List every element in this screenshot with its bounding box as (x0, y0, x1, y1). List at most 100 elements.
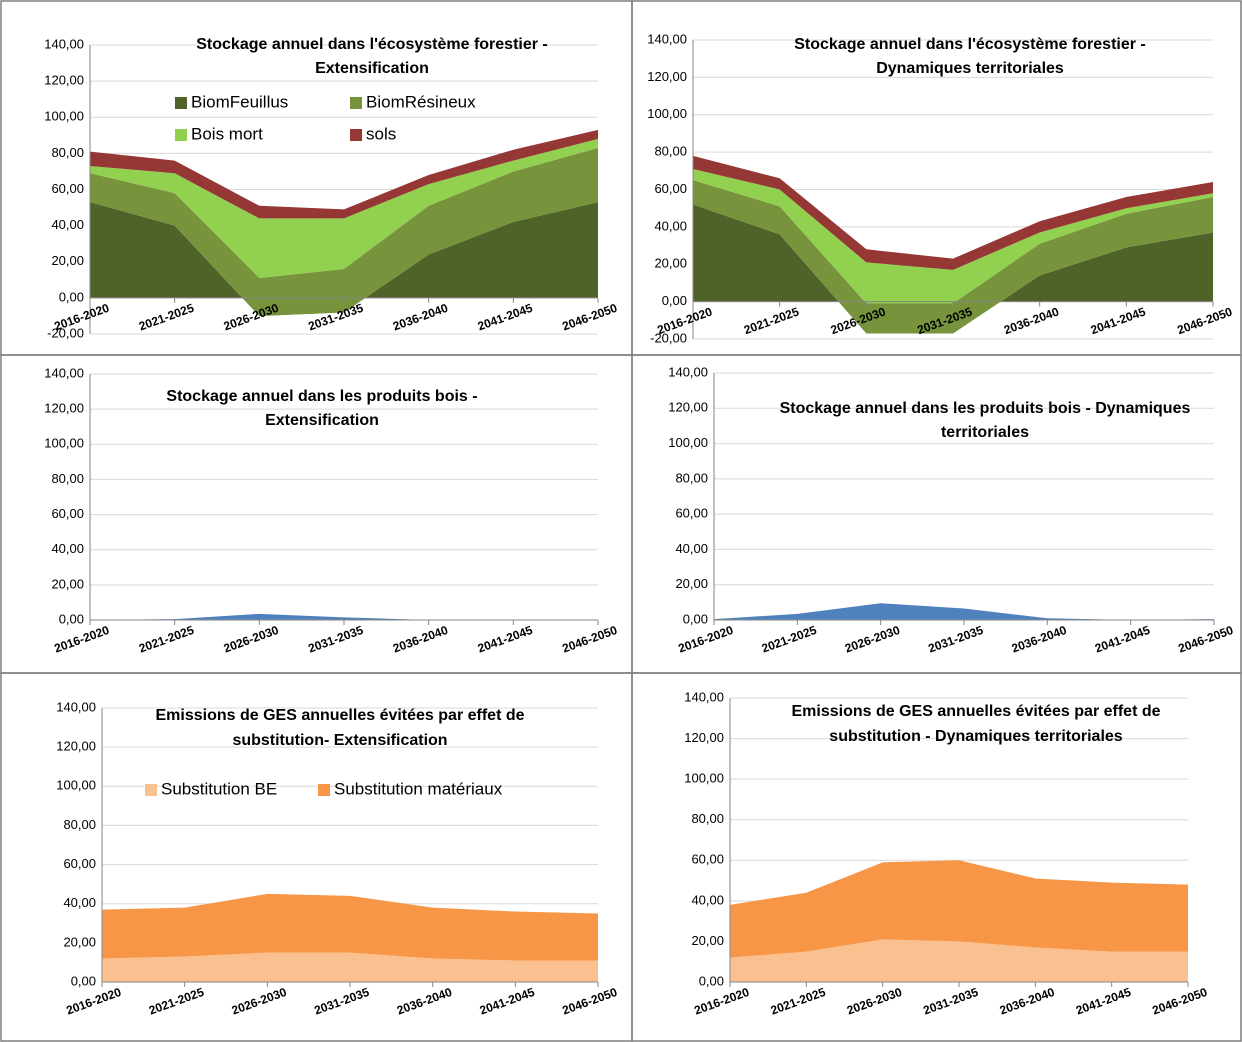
y-tick-label: 20,00 (51, 253, 84, 268)
x-tick-label: 2041-2045 (478, 985, 537, 1018)
y-tick-label: 20,00 (63, 934, 96, 949)
x-tick-label: 2016-2020 (64, 985, 123, 1018)
area (693, 168, 1213, 304)
legend-swatch (145, 784, 157, 796)
y-tick-label: 120,00 (56, 739, 96, 754)
area (90, 613, 598, 620)
x-tick-label: 2046-2050 (560, 301, 619, 334)
chart-title: Dynamiques territoriales (876, 60, 1064, 77)
y-tick-label: 80,00 (63, 817, 96, 832)
y-tick-label: 120,00 (668, 400, 708, 415)
x-tick-label: 2021-2025 (147, 985, 206, 1018)
area (102, 952, 598, 982)
x-tick-label: 2041-2045 (1089, 304, 1148, 337)
y-tick-label: 80,00 (654, 144, 687, 159)
y-tick-label: 140,00 (668, 364, 708, 379)
y-tick-label: 0,00 (683, 611, 708, 626)
x-tick-label: 2031-2035 (926, 623, 985, 656)
x-tick-label: 2026-2030 (222, 623, 281, 656)
chart-title: substitution- Extensification (232, 732, 447, 749)
y-tick-label: 0,00 (71, 973, 96, 988)
y-tick-label: 0,00 (699, 973, 724, 988)
y-tick-label: 40,00 (51, 541, 84, 556)
y-tick-label: 140,00 (56, 699, 96, 714)
y-tick-label: 0,00 (59, 289, 84, 304)
y-tick-label: 100,00 (44, 109, 84, 124)
x-tick-label: 2036-2040 (391, 623, 450, 656)
panel-border (631, 672, 1242, 1042)
legend-swatch (350, 129, 362, 141)
area (730, 939, 1188, 982)
x-tick-label: 2016-2020 (52, 623, 111, 656)
y-tick-label: 40,00 (654, 218, 687, 233)
y-tick-label: 0,00 (59, 611, 84, 626)
area (90, 129, 598, 219)
x-tick-label: 2041-2045 (1074, 985, 1133, 1018)
y-tick-label: 120,00 (44, 73, 84, 88)
y-tick-label: 60,00 (51, 506, 84, 521)
y-tick-label: 20,00 (51, 576, 84, 591)
y-tick-label: 120,00 (684, 730, 724, 745)
chart-title: Emissions de GES annuelles évitées par e… (791, 703, 1160, 720)
area (90, 202, 598, 316)
y-tick-label: 100,00 (647, 106, 687, 121)
legend-swatch (350, 97, 362, 109)
x-tick-label: 2041-2045 (476, 301, 535, 334)
y-tick-label: 80,00 (675, 470, 708, 485)
legend-label: BiomRésineux (366, 92, 476, 111)
x-tick-label: 2046-2050 (560, 985, 619, 1018)
chart-title: substitution - Dynamiques territoriales (829, 728, 1122, 745)
y-tick-label: 80,00 (51, 145, 84, 160)
x-tick-label: 2046-2050 (1176, 623, 1235, 656)
legend-label: Substitution matériaux (334, 779, 503, 798)
y-tick-label: 120,00 (44, 401, 84, 416)
chart-title: Stockage annuel dans les produits bois - (166, 388, 477, 405)
x-tick-label: 2031-2035 (921, 985, 980, 1018)
y-tick-label: 140,00 (44, 365, 84, 380)
chart-title: Stockage annuel dans l'écosystème forest… (794, 36, 1146, 53)
chart-title: Emissions de GES annuelles évitées par e… (155, 707, 524, 724)
x-tick-label: 2036-2040 (1010, 623, 1069, 656)
y-tick-label: 40,00 (675, 541, 708, 556)
x-tick-label: 2021-2025 (137, 301, 196, 334)
area (714, 603, 1214, 620)
x-tick-label: 2041-2045 (1093, 623, 1152, 656)
y-tick-label: 60,00 (51, 181, 84, 196)
y-tick-label: 0,00 (662, 293, 687, 308)
y-tick-label: 140,00 (44, 36, 84, 51)
x-tick-label: 2021-2025 (137, 623, 196, 656)
area (102, 893, 598, 961)
legend-label: Substitution BE (161, 779, 277, 798)
legend-label: Bois mort (191, 124, 263, 143)
area (90, 138, 598, 279)
legend-swatch (318, 784, 330, 796)
y-tick-label: -20,00 (650, 330, 687, 345)
y-tick-label: 120,00 (647, 69, 687, 84)
x-tick-label: 2021-2025 (742, 304, 801, 337)
y-tick-label: 20,00 (654, 256, 687, 271)
y-tick-label: 100,00 (684, 771, 724, 786)
y-tick-label: 80,00 (51, 471, 84, 486)
x-tick-label: 2021-2025 (760, 623, 819, 656)
chart-title: territoriales (941, 424, 1029, 441)
legend-swatch (175, 129, 187, 141)
y-tick-label: 40,00 (63, 895, 96, 910)
y-tick-label: 60,00 (691, 852, 724, 867)
legend-swatch (175, 97, 187, 109)
x-tick-label: 2041-2045 (476, 623, 535, 656)
x-tick-label: 2046-2050 (1150, 985, 1209, 1018)
y-tick-label: 40,00 (691, 892, 724, 907)
chart-title: Extensification (265, 412, 379, 429)
y-tick-label: 20,00 (691, 933, 724, 948)
x-tick-label: 2036-2040 (395, 985, 454, 1018)
area (90, 147, 598, 316)
y-tick-label: 100,00 (668, 435, 708, 450)
x-tick-label: 2046-2050 (560, 623, 619, 656)
x-tick-label: 2021-2025 (769, 985, 828, 1018)
area (693, 155, 1213, 270)
y-tick-label: 140,00 (647, 31, 687, 46)
y-tick-label: 100,00 (44, 436, 84, 451)
x-tick-label: 2016-2020 (692, 985, 751, 1018)
